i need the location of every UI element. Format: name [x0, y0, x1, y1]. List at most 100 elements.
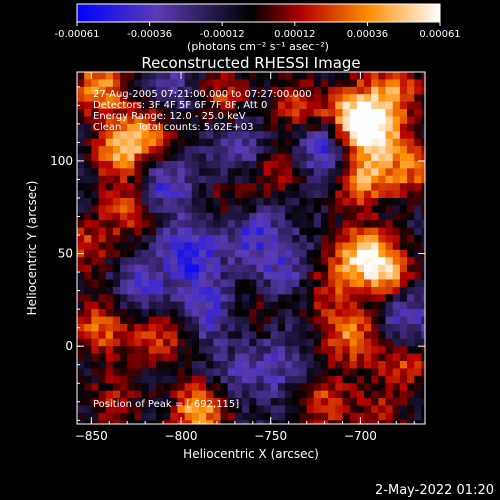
- heatmap-cell: [148, 242, 157, 251]
- heatmap-cell: [206, 220, 214, 229]
- heatmap-cell: [313, 131, 322, 140]
- heatmap-cell: [242, 323, 250, 332]
- heatmap-cell: [421, 361, 425, 370]
- heatmap-cell: [242, 86, 250, 95]
- heatmap-cell: [407, 220, 415, 229]
- heatmap-cell: [77, 101, 85, 110]
- heatmap-cell: [414, 138, 423, 147]
- heatmap-cell: [392, 375, 401, 384]
- heatmap-cell: [392, 183, 401, 192]
- heatmap-cell: [378, 301, 387, 310]
- heatmap-cell: [385, 420, 394, 424]
- heatmap-cell: [163, 86, 171, 95]
- heatmap-cell: [263, 390, 272, 399]
- heatmap-cell: [399, 361, 408, 370]
- heatmap-cell: [356, 146, 365, 155]
- heatmap-cell: [213, 272, 222, 281]
- heatmap-cell: [292, 368, 301, 377]
- heatmap-cell: [141, 160, 150, 169]
- heatmap-cell: [263, 286, 272, 295]
- heatmap-cell: [77, 294, 85, 303]
- heatmap-cell: [263, 353, 272, 362]
- heatmap-cell: [206, 101, 214, 110]
- heatmap-cell: [177, 94, 186, 103]
- heatmap-cell: [385, 249, 394, 258]
- heatmap-cell: [299, 160, 308, 169]
- heatmap-cell: [421, 79, 425, 88]
- heatmap-cell: [98, 235, 107, 244]
- heatmap-cell: [399, 175, 408, 184]
- heatmap-cell: [177, 160, 186, 169]
- heatmap-cell: [163, 346, 171, 355]
- heatmap-cell: [98, 183, 107, 192]
- heatmap-cell: [127, 123, 136, 132]
- heatmap-cell: [414, 361, 423, 370]
- heatmap-cell: [141, 383, 150, 392]
- heatmap-cell: [306, 212, 315, 221]
- heatmap-cell: [256, 309, 265, 318]
- heatmap-cell: [364, 72, 372, 81]
- heatmap-cell: [392, 361, 401, 370]
- heatmap-cell: [184, 116, 193, 125]
- heatmap-cell: [91, 94, 100, 103]
- heatmap-cell: [263, 220, 272, 229]
- heatmap-cell: [292, 294, 301, 303]
- heatmap-cell: [392, 294, 401, 303]
- heatmap-cell: [148, 361, 157, 370]
- heatmap-cell: [263, 420, 272, 424]
- heatmap-cell: [292, 197, 301, 206]
- heatmap-cell: [191, 331, 200, 340]
- heatmap-cell: [385, 160, 394, 169]
- heatmap-cell: [127, 383, 136, 392]
- heatmap-cell: [335, 294, 344, 303]
- heatmap-cell: [91, 272, 100, 281]
- heatmap-cell: [407, 338, 415, 347]
- heatmap-cell: [256, 94, 265, 103]
- heatmap-cell: [270, 94, 279, 103]
- heatmap-cell: [320, 86, 329, 95]
- heatmap-cell: [127, 183, 136, 192]
- heatmap-cell: [148, 286, 157, 295]
- heatmap-cell: [170, 412, 179, 421]
- heatmap-cell: [356, 94, 365, 103]
- heatmap-cell: [105, 160, 114, 169]
- heatmap-cell: [127, 420, 136, 424]
- heatmap-cell: [242, 361, 250, 370]
- heatmap-cell: [163, 323, 171, 332]
- heatmap-cell: [313, 412, 322, 421]
- heatmap-cell: [306, 338, 315, 347]
- heatmap-cell: [234, 294, 243, 303]
- heatmap-cell: [77, 309, 85, 318]
- heatmap-cell: [263, 116, 272, 125]
- heatmap-cell: [105, 153, 114, 162]
- heatmap-cell: [399, 316, 408, 325]
- heatmap-cell: [134, 279, 143, 288]
- heatmap-cell: [407, 272, 415, 281]
- heatmap-cell: [292, 249, 301, 258]
- heatmap-cell: [84, 390, 92, 399]
- heatmap-cell: [77, 131, 85, 140]
- heatmap-cell: [285, 205, 293, 214]
- heatmap-cell: [220, 94, 229, 103]
- heatmap-cell: [285, 72, 293, 81]
- heatmap-cell: [198, 153, 207, 162]
- heatmap-cell: [277, 160, 286, 169]
- heatmap-cell: [120, 190, 128, 199]
- heatmap-cell: [141, 175, 150, 184]
- heatmap-cell: [349, 220, 358, 229]
- heatmap-cell: [356, 242, 365, 251]
- heatmap-cell: [407, 160, 415, 169]
- heatmap-cell: [328, 235, 336, 244]
- heatmap-cell: [227, 123, 236, 132]
- heatmap-cell: [277, 153, 286, 162]
- heatmap-cell: [335, 361, 344, 370]
- heatmap-cell: [249, 138, 257, 147]
- heatmap-cell: [141, 94, 150, 103]
- heatmap-cell: [148, 227, 157, 236]
- heatmap-cell: [127, 212, 136, 221]
- heatmap-cell: [170, 109, 179, 118]
- heatmap-cell: [270, 272, 279, 281]
- heatmap-cell: [120, 131, 128, 140]
- heatmap-cell: [328, 361, 336, 370]
- heatmap-cell: [421, 420, 425, 424]
